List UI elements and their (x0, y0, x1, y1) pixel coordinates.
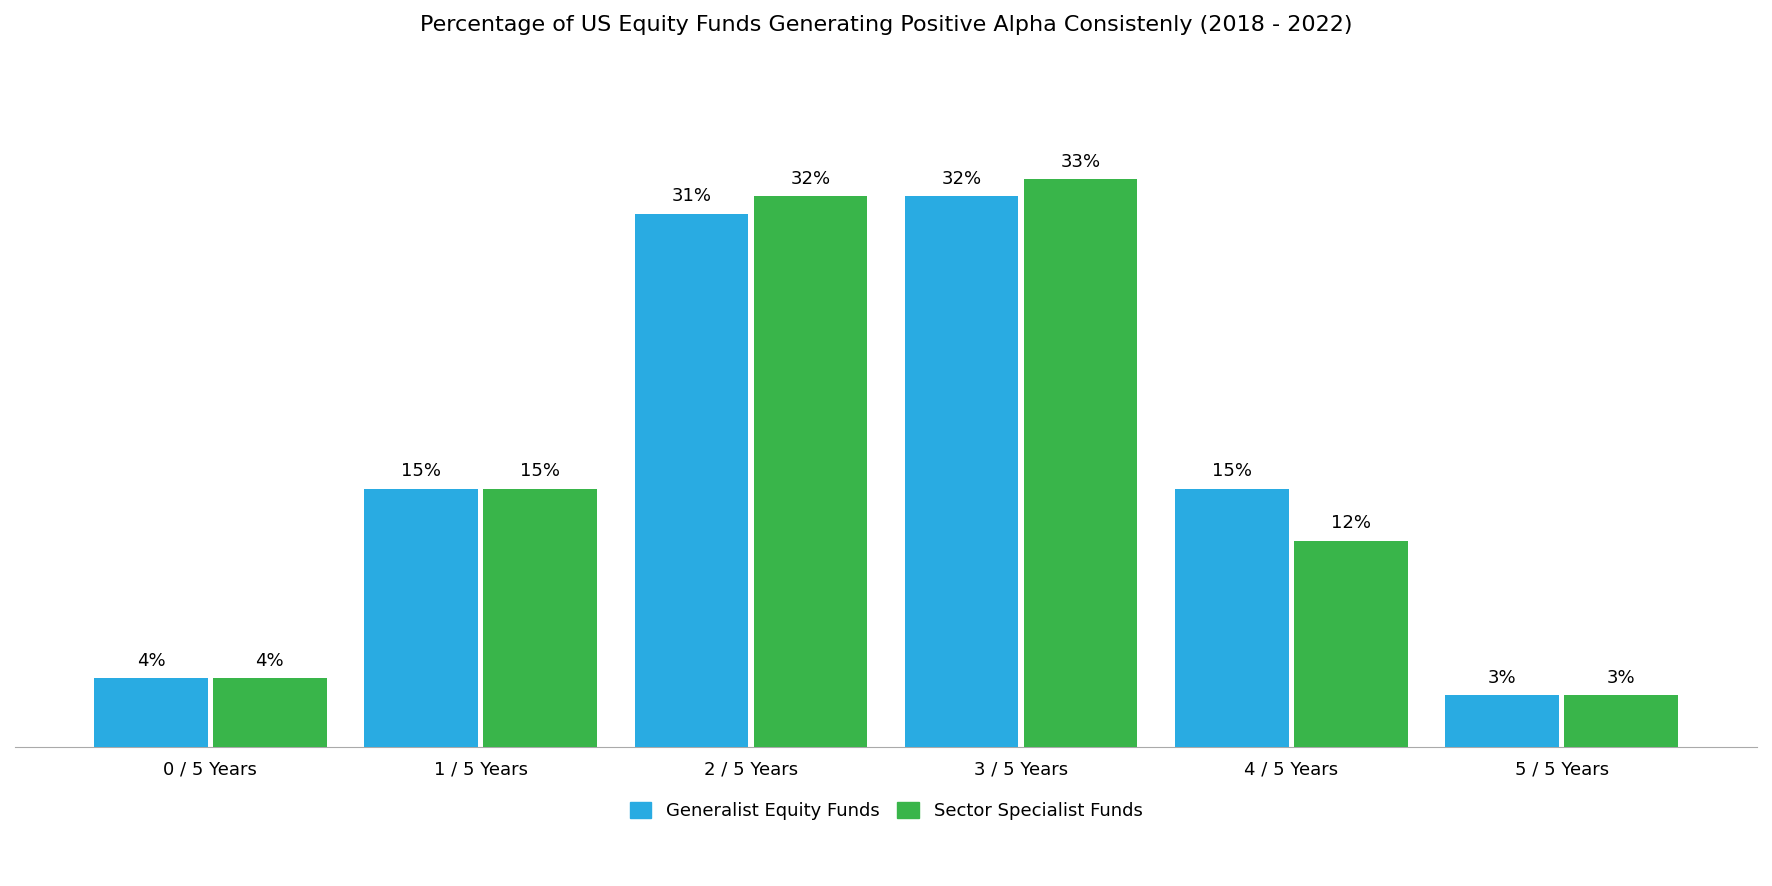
Text: 4%: 4% (136, 651, 165, 670)
Text: 4%: 4% (255, 651, 284, 670)
Legend: Generalist Equity Funds, Sector Specialist Funds: Generalist Equity Funds, Sector Speciali… (622, 795, 1150, 828)
Bar (365, 489, 478, 747)
Text: 15%: 15% (521, 462, 560, 480)
Bar (1175, 489, 1288, 747)
Bar (94, 678, 207, 747)
Text: 3%: 3% (1488, 669, 1517, 687)
Bar (1446, 696, 1559, 747)
Text: 12%: 12% (1331, 514, 1372, 532)
Text: 31%: 31% (672, 187, 711, 205)
Bar (1024, 179, 1138, 747)
Text: 15%: 15% (1212, 462, 1251, 480)
Bar (634, 214, 748, 747)
Title: Percentage of US Equity Funds Generating Positive Alpha Consistenly (2018 - 2022: Percentage of US Equity Funds Generating… (420, 15, 1352, 35)
Text: 15%: 15% (400, 462, 441, 480)
Bar (1565, 696, 1678, 747)
Bar (484, 489, 597, 747)
Bar (905, 197, 1019, 747)
Bar (213, 678, 326, 747)
Bar (753, 197, 867, 747)
Bar (1294, 540, 1407, 747)
Text: 33%: 33% (1060, 152, 1100, 171)
Text: 32%: 32% (941, 170, 982, 188)
Text: 32%: 32% (790, 170, 831, 188)
Text: 3%: 3% (1607, 669, 1636, 687)
